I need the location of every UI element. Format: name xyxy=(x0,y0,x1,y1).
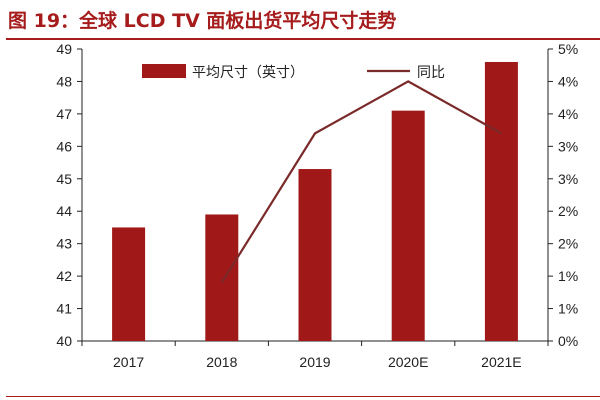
bar-2020E xyxy=(391,110,425,342)
legend-bar-label: 平均尺寸（英寸） xyxy=(192,64,304,81)
left-tick-label: 49 xyxy=(56,41,72,57)
figure-title: 图 19：全球 LCD TV 面板出货平均尺寸走势 xyxy=(8,10,397,32)
bottom-divider xyxy=(6,396,600,397)
axes: 40 41 42 43 44 45 46 47 48 49 0% 1% 1% 2% 2% 3% 3% 4% 4% 5%… xyxy=(56,41,578,370)
x-tick-label: 2021E xyxy=(481,354,521,370)
right-tick-label: 2% xyxy=(558,236,578,252)
bar-2019 xyxy=(298,169,332,341)
left-tick-label: 45 xyxy=(56,171,72,187)
right-tick-label: 0% xyxy=(558,333,578,349)
x-tick-label: 2019 xyxy=(299,354,330,370)
bar-2018 xyxy=(205,214,239,341)
yoy-line xyxy=(220,80,502,284)
bar-2021E xyxy=(484,61,518,341)
legend-line-label: 同比 xyxy=(417,65,445,81)
legend-bar-swatch xyxy=(142,64,186,78)
left-tick-label: 44 xyxy=(56,203,72,219)
left-tick-label: 43 xyxy=(56,236,72,252)
x-tick-label: 2017 xyxy=(113,354,144,370)
right-tick-label: 1% xyxy=(558,268,578,284)
right-tick-label: 3% xyxy=(558,171,578,187)
right-tick-label: 4% xyxy=(558,106,578,122)
right-tick-label: 3% xyxy=(558,138,578,154)
x-tick-label: 2018 xyxy=(206,354,237,370)
line-series xyxy=(220,80,502,284)
bar-2017 xyxy=(112,227,146,341)
right-tick-label: 4% xyxy=(558,73,578,89)
right-tick-label: 5% xyxy=(558,41,578,57)
left-tick-label: 46 xyxy=(56,138,72,154)
left-tick-label: 47 xyxy=(56,106,72,122)
left-tick-label: 48 xyxy=(56,73,72,89)
right-tick-label: 1% xyxy=(558,301,578,317)
x-tick-label: 2020E xyxy=(388,354,428,370)
right-tick-label: 2% xyxy=(558,203,578,219)
title-divider xyxy=(6,38,600,40)
bar-series xyxy=(112,61,518,342)
left-tick-label: 40 xyxy=(56,333,72,349)
left-tick-label: 42 xyxy=(56,268,72,284)
legend: 平均尺寸（英寸） 同比 xyxy=(142,64,445,81)
left-tick-label: 41 xyxy=(56,301,72,317)
